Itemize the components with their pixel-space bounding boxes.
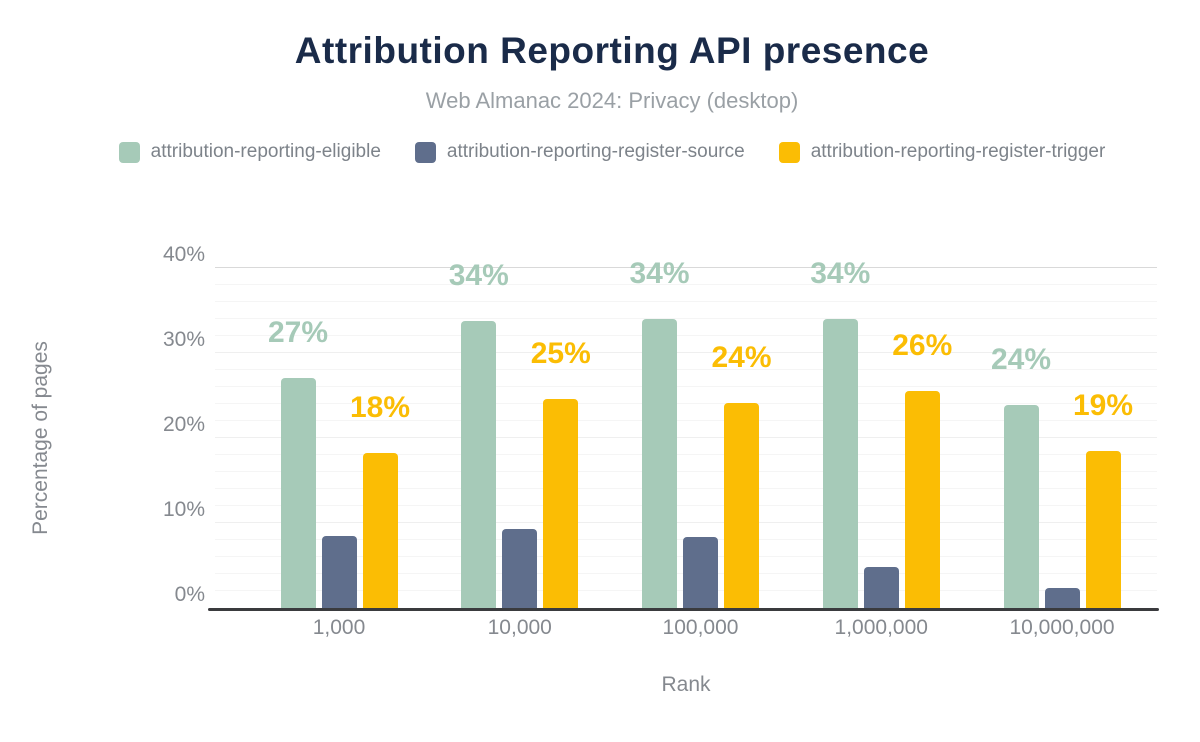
bar-attribution-reporting-eligible-1,000	[280, 377, 316, 608]
gridline-32	[215, 335, 1157, 336]
gridline-40	[215, 267, 1157, 268]
bar-attribution-reporting-register-source-10,000,000	[1044, 588, 1080, 608]
y-tick-label-40%: 40%	[162, 243, 205, 266]
x-tick-label-1,000: 1,000	[312, 616, 366, 639]
chart-title: Attribution Reporting API presence	[294, 30, 930, 71]
x-axis-line	[208, 608, 1159, 611]
gridline-38	[215, 284, 1157, 285]
bar-attribution-reporting-register-trigger-1,000	[362, 453, 398, 608]
bar-attribution-reporting-register-trigger-10,000,000	[1085, 450, 1121, 608]
bar-attribution-reporting-register-trigger-100,000	[724, 403, 759, 608]
bar-value-label-attribution-reporting-register-trigger-10,000: 25%	[530, 336, 591, 370]
bar-attribution-reporting-eligible-100,000	[642, 319, 677, 608]
bar-attribution-reporting-eligible-10,000,000	[1003, 404, 1039, 608]
y-axis-title: Percentage of pages	[29, 341, 52, 535]
bar-attribution-reporting-eligible-10,000	[461, 320, 497, 608]
gridline-24	[215, 403, 1157, 404]
gridline-14	[215, 488, 1157, 489]
y-tick-label-10%: 10%	[162, 498, 205, 521]
bar-attribution-reporting-register-source-1,000,000	[863, 567, 899, 608]
x-axis-title: Rank	[661, 673, 711, 696]
bar-attribution-reporting-register-source-1,000	[321, 535, 357, 608]
x-tick-label-100,000: 100,000	[662, 616, 739, 639]
gridline-12	[215, 505, 1157, 506]
bar-attribution-reporting-register-trigger-10,000	[543, 398, 579, 608]
gridline-22	[215, 420, 1157, 421]
chart-plot-area: 0% 10% 20% 30% 40% 27% 18% 1,000 34% 25% 10,000 34%…	[163, 243, 1159, 639]
legend-label: attribution-reporting-register-source	[446, 141, 745, 162]
bar-value-label-attribution-reporting-eligible-10,000,000: 24%	[990, 342, 1052, 376]
bar-value-label-attribution-reporting-register-trigger-100,000: 24%	[711, 341, 772, 375]
y-tick-label-0%: 0%	[174, 583, 205, 606]
legend-label: attribution-reporting-register-trigger	[810, 141, 1106, 162]
gridline-16	[215, 471, 1157, 472]
gridline-18	[215, 454, 1157, 455]
bar-value-label-attribution-reporting-eligible-10,000: 34%	[448, 258, 509, 292]
bar-value-label-attribution-reporting-eligible-1,000: 27%	[267, 315, 329, 349]
chart-subtitle: Web Almanac 2024: Privacy (desktop)	[425, 88, 799, 113]
bar-attribution-reporting-register-trigger-1,000,000	[904, 391, 940, 608]
gridline-26	[215, 386, 1157, 387]
gridline-10	[215, 522, 1157, 523]
legend-item-attribution-reporting-eligible[interactable]: attribution-reporting-eligible	[118, 141, 381, 163]
legend-item-attribution-reporting-register-trigger[interactable]: attribution-reporting-register-trigger	[778, 141, 1106, 163]
legend-swatch	[778, 141, 800, 163]
legend-swatch	[118, 141, 140, 163]
gridline-34	[215, 318, 1157, 319]
y-tick-label-30%: 30%	[162, 328, 205, 351]
gridline-20	[215, 437, 1157, 438]
legend-item-attribution-reporting-register-source[interactable]: attribution-reporting-register-source	[414, 141, 745, 163]
gridline-36	[215, 301, 1157, 302]
y-tick-label-20%: 20%	[162, 413, 205, 436]
x-tick-label-1,000,000: 1,000,000	[834, 616, 928, 639]
legend-label: attribution-reporting-eligible	[150, 141, 381, 162]
gridline-30	[215, 352, 1157, 353]
gridline-28	[215, 369, 1157, 370]
bar-value-label-attribution-reporting-register-trigger-10,000,000: 19%	[1072, 388, 1134, 422]
x-tick-label-10,000,000: 10,000,000	[1009, 616, 1115, 639]
bar-value-label-attribution-reporting-register-trigger-1,000,000: 26%	[892, 329, 953, 363]
legend-swatch	[414, 141, 436, 163]
bar-attribution-reporting-eligible-1,000,000	[822, 319, 858, 608]
legend: attribution-reporting-eligible attributio…	[24, 141, 1200, 163]
bar-attribution-reporting-register-source-10,000	[502, 528, 538, 608]
bar-value-label-attribution-reporting-register-trigger-1,000: 18%	[349, 391, 411, 425]
x-tick-label-10,000: 10,000	[487, 616, 552, 639]
bar-value-label-attribution-reporting-eligible-100,000: 34%	[629, 257, 690, 290]
bar-value-label-attribution-reporting-eligible-1,000,000: 34%	[810, 257, 871, 290]
bar-attribution-reporting-register-source-100,000	[683, 536, 718, 608]
